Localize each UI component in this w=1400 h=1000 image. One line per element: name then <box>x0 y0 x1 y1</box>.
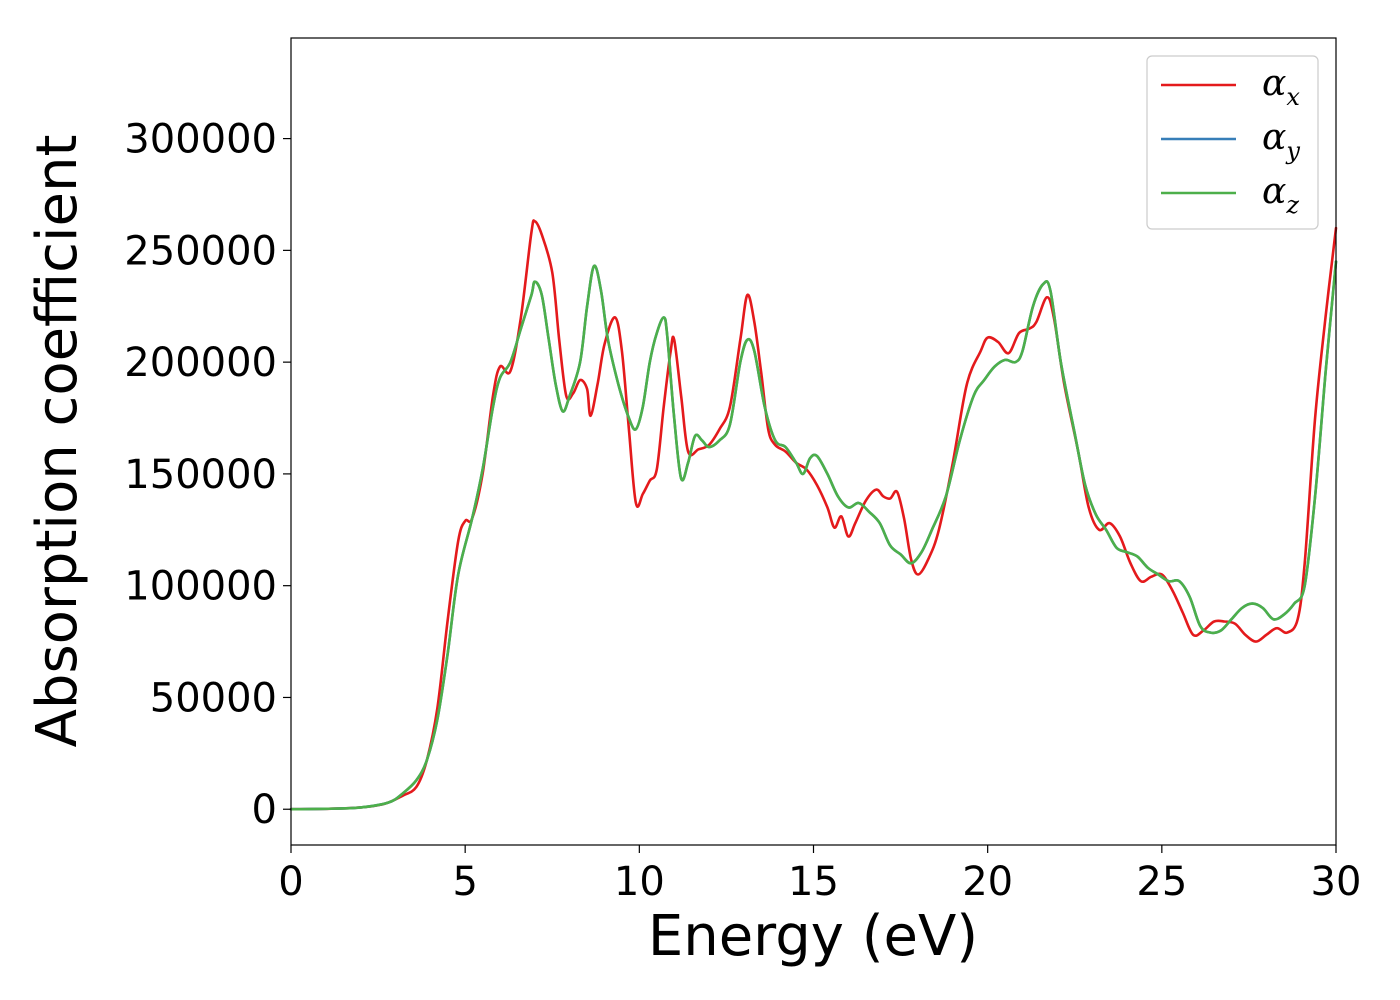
y-tick-label: 50000 <box>150 675 277 721</box>
y-tick-label: 250000 <box>124 228 277 274</box>
x-axis: 0 5 10 15 20 25 30 <box>278 845 1361 905</box>
legend-box <box>1146 55 1319 230</box>
y-tick-label: 150000 <box>124 452 277 498</box>
x-tick-label: 30 <box>1311 859 1362 905</box>
x-tick-label: 15 <box>788 859 839 905</box>
series-line-1 <box>289 219 1338 811</box>
x-axis-title: Energy (eV) <box>648 904 978 969</box>
y-axis: 0 50000 100000 150000 200000 250000 300000 <box>124 117 291 833</box>
x-tick-label: 5 <box>452 859 477 905</box>
series-layer <box>289 219 1338 811</box>
x-tick-label: 20 <box>962 859 1013 905</box>
y-tick-label: 0 <box>252 787 277 833</box>
x-tick-label: 10 <box>614 859 665 905</box>
x-tick-label: 0 <box>278 859 303 905</box>
y-tick-label: 300000 <box>124 117 277 163</box>
y-axis-title: Absorption coefficient <box>25 135 90 748</box>
x-tick-label: 25 <box>1136 859 1187 905</box>
y-tick-label: 200000 <box>124 340 277 386</box>
series-line-3 <box>289 260 1338 811</box>
y-tick-label: 100000 <box>124 564 277 610</box>
